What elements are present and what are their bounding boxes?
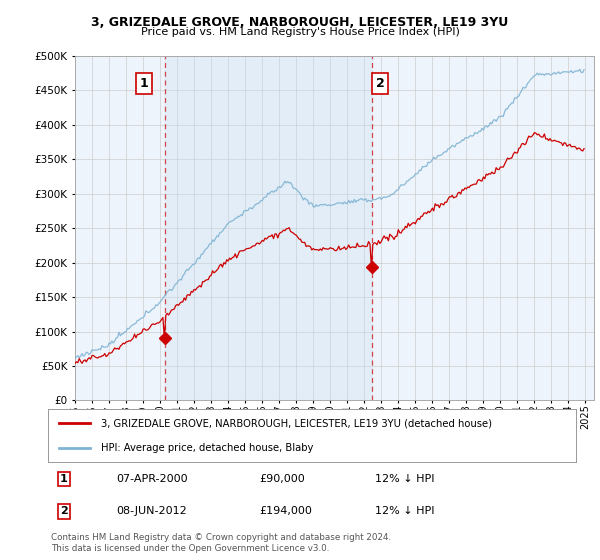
Text: 3, GRIZEDALE GROVE, NARBOROUGH, LEICESTER, LE19 3YU: 3, GRIZEDALE GROVE, NARBOROUGH, LEICESTE… [91,16,509,29]
Text: 12% ↓ HPI: 12% ↓ HPI [376,506,435,516]
Text: 1: 1 [140,77,149,90]
Text: Price paid vs. HM Land Registry's House Price Index (HPI): Price paid vs. HM Land Registry's House … [140,27,460,38]
Text: 2: 2 [376,77,385,90]
Text: 3, GRIZEDALE GROVE, NARBOROUGH, LEICESTER, LE19 3YU (detached house): 3, GRIZEDALE GROVE, NARBOROUGH, LEICESTE… [101,418,492,428]
Text: £90,000: £90,000 [259,474,305,484]
Text: Contains HM Land Registry data © Crown copyright and database right 2024.
This d: Contains HM Land Registry data © Crown c… [51,533,391,553]
Text: 2: 2 [60,506,68,516]
Bar [164,56,372,400]
Text: 08-JUN-2012: 08-JUN-2012 [116,506,187,516]
Text: HPI: Average price, detached house, Blaby: HPI: Average price, detached house, Blab… [101,442,313,452]
Text: 1: 1 [60,474,68,484]
Text: 07-APR-2000: 07-APR-2000 [116,474,188,484]
Text: 12% ↓ HPI: 12% ↓ HPI [376,474,435,484]
Text: £194,000: £194,000 [259,506,312,516]
